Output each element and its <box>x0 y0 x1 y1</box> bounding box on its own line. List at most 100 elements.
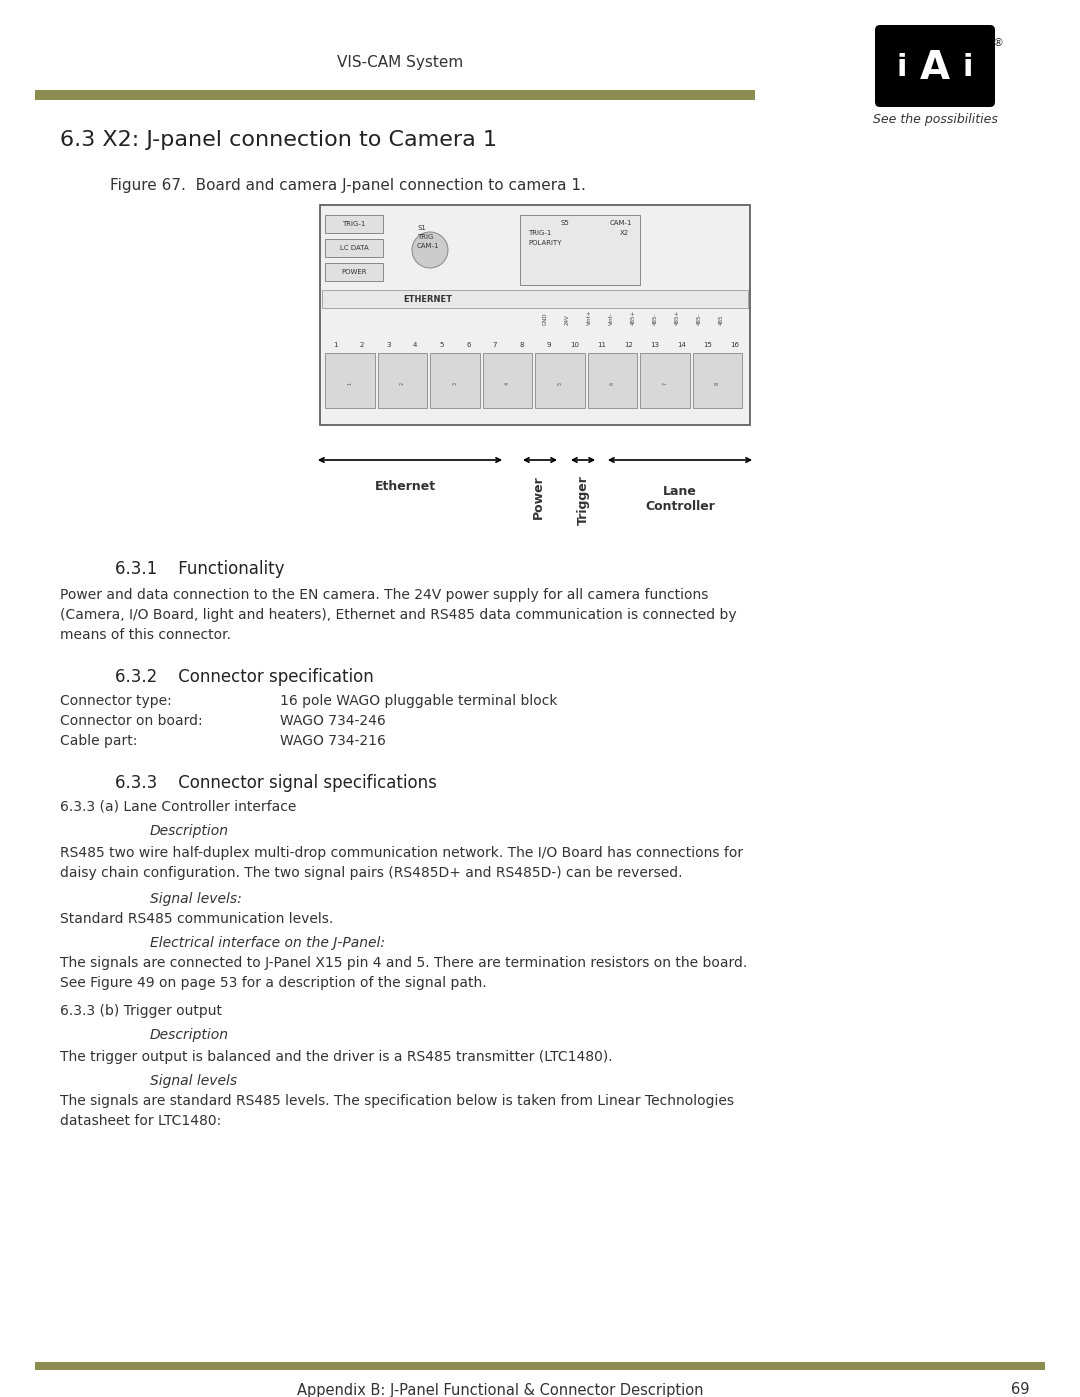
Text: POLARITY: POLARITY <box>528 240 562 246</box>
Text: Figure 67.  Board and camera J-panel connection to camera 1.: Figure 67. Board and camera J-panel conn… <box>110 177 585 193</box>
Text: Ethernet: Ethernet <box>375 481 435 493</box>
Text: S5: S5 <box>561 219 569 226</box>
Text: Electrical interface on the J-Panel:: Electrical interface on the J-Panel: <box>150 936 384 950</box>
Text: 6: 6 <box>610 381 615 384</box>
Text: (Camera, I/O Board, light and heaters), Ethernet and RS485 data communication is: (Camera, I/O Board, light and heaters), … <box>60 608 737 622</box>
Text: 24V: 24V <box>565 314 569 326</box>
Text: The signals are standard RS485 levels. The specification below is taken from Lin: The signals are standard RS485 levels. T… <box>60 1094 734 1108</box>
Text: 14: 14 <box>677 342 686 348</box>
Text: means of this connector.: means of this connector. <box>60 629 231 643</box>
Bar <box>378 353 427 408</box>
Text: 2: 2 <box>400 381 405 384</box>
Text: 8: 8 <box>519 342 524 348</box>
Text: 6: 6 <box>467 342 471 348</box>
Text: 6.3.3 (a) Lane Controller interface: 6.3.3 (a) Lane Controller interface <box>60 800 296 814</box>
Text: 6.3.3 (b) Trigger output: 6.3.3 (b) Trigger output <box>60 1004 222 1018</box>
Text: 16 pole WAGO pluggable terminal block: 16 pole WAGO pluggable terminal block <box>280 694 557 708</box>
Text: Power and data connection to the EN camera. The 24V power supply for all camera : Power and data connection to the EN came… <box>60 588 708 602</box>
Text: 2: 2 <box>360 342 364 348</box>
Text: 7: 7 <box>662 381 667 384</box>
Text: Connector type:: Connector type: <box>60 694 172 708</box>
Text: WAGO 734-246: WAGO 734-246 <box>280 714 386 728</box>
Bar <box>483 353 532 408</box>
Text: Description: Description <box>150 824 229 838</box>
Text: 6.3.1    Functionality: 6.3.1 Functionality <box>114 560 284 578</box>
Text: Vint-: Vint- <box>608 313 613 326</box>
Text: LC DATA: LC DATA <box>339 244 368 251</box>
Text: 11: 11 <box>597 342 606 348</box>
Text: X2: X2 <box>620 231 630 236</box>
Text: 16: 16 <box>730 342 739 348</box>
Bar <box>325 215 383 233</box>
Bar <box>325 239 383 257</box>
Text: Lane
Controller: Lane Controller <box>645 485 715 513</box>
Text: Appendix B: J-Panel Functional & Connector Description: Appendix B: J-Panel Functional & Connect… <box>297 1383 703 1397</box>
Bar <box>535 353 584 408</box>
Text: 7: 7 <box>492 342 497 348</box>
Text: ®: ® <box>993 38 1003 47</box>
Text: 485: 485 <box>718 314 724 326</box>
Text: Vint+: Vint+ <box>586 310 592 326</box>
Text: 6.3 X2: J-panel connection to Camera 1: 6.3 X2: J-panel connection to Camera 1 <box>60 130 497 149</box>
Text: 485+: 485+ <box>675 310 679 326</box>
Text: 3: 3 <box>387 342 391 348</box>
Text: Connector on board:: Connector on board: <box>60 714 203 728</box>
Text: A: A <box>920 49 950 87</box>
Text: 485+: 485+ <box>631 310 635 326</box>
Text: 15: 15 <box>704 342 713 348</box>
Text: 13: 13 <box>650 342 659 348</box>
Text: 12: 12 <box>624 342 633 348</box>
Text: Standard RS485 communication levels.: Standard RS485 communication levels. <box>60 912 334 926</box>
Text: 69: 69 <box>1011 1383 1029 1397</box>
Text: CAM-1: CAM-1 <box>610 219 633 226</box>
Bar <box>519 215 640 285</box>
Text: datasheet for LTC1480:: datasheet for LTC1480: <box>60 1113 221 1127</box>
Bar <box>322 291 748 307</box>
Text: 485-: 485- <box>652 313 658 326</box>
Bar <box>325 353 375 408</box>
Bar <box>430 353 480 408</box>
Text: WAGO 734-216: WAGO 734-216 <box>280 733 386 747</box>
Text: VIS-CAM System: VIS-CAM System <box>337 54 463 70</box>
Text: ETHERNET: ETHERNET <box>403 295 453 303</box>
Text: The trigger output is balanced and the driver is a RS485 transmitter (LTC1480).: The trigger output is balanced and the d… <box>60 1051 612 1065</box>
Bar <box>325 263 383 281</box>
Bar <box>640 353 689 408</box>
Text: Power: Power <box>531 475 544 518</box>
Text: Description: Description <box>150 1028 229 1042</box>
Text: POWER: POWER <box>341 270 367 275</box>
Bar <box>320 205 750 425</box>
Text: 1: 1 <box>348 381 352 384</box>
Text: 5: 5 <box>557 381 563 384</box>
Text: CAM-1: CAM-1 <box>417 243 440 249</box>
Text: RS485 two wire half-duplex multi-drop communication network. The I/O Board has c: RS485 two wire half-duplex multi-drop co… <box>60 847 743 861</box>
Text: 4: 4 <box>413 342 417 348</box>
Bar <box>0 0 1080 115</box>
FancyBboxPatch shape <box>875 25 995 108</box>
Text: 1: 1 <box>333 342 338 348</box>
Text: daisy chain configuration. The two signal pairs (RS485D+ and RS485D-) can be rev: daisy chain configuration. The two signa… <box>60 866 683 880</box>
Text: See Figure 49 on page 53 for a description of the signal path.: See Figure 49 on page 53 for a descripti… <box>60 977 487 990</box>
Text: 6.3.3    Connector signal specifications: 6.3.3 Connector signal specifications <box>114 774 437 792</box>
Text: GND: GND <box>542 313 548 326</box>
Bar <box>35 89 755 101</box>
Text: 6.3.2    Connector specification: 6.3.2 Connector specification <box>114 668 374 686</box>
Text: 5: 5 <box>440 342 444 348</box>
Bar <box>588 353 637 408</box>
Text: i: i <box>962 53 973 82</box>
Text: Signal levels: Signal levels <box>150 1074 238 1088</box>
Text: 10: 10 <box>570 342 580 348</box>
Text: 4: 4 <box>504 381 510 384</box>
Text: 8: 8 <box>715 381 719 384</box>
Text: 485-: 485- <box>697 313 702 326</box>
Text: S1: S1 <box>417 225 426 231</box>
Text: Cable part:: Cable part: <box>60 733 137 747</box>
Text: Signal levels:: Signal levels: <box>150 893 242 907</box>
Text: See the possibilities: See the possibilities <box>873 113 998 127</box>
Circle shape <box>411 232 448 268</box>
Text: TRIG-1: TRIG-1 <box>528 231 552 236</box>
Text: Trigger: Trigger <box>577 475 590 525</box>
Bar <box>692 353 742 408</box>
Text: 3: 3 <box>453 381 457 384</box>
Text: TRIG: TRIG <box>417 235 433 240</box>
